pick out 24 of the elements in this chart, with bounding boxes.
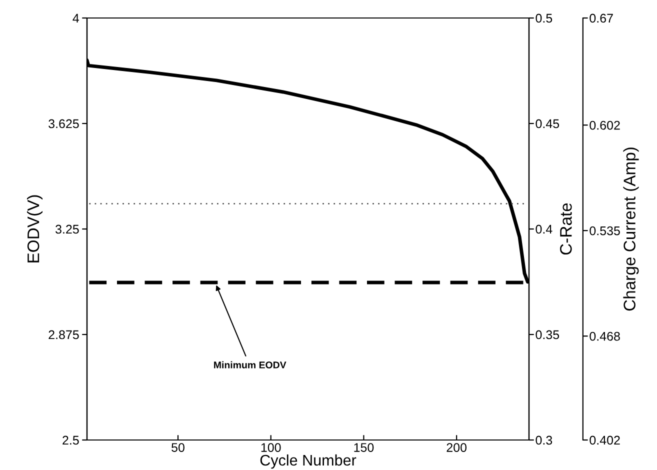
y-tick-label: 2.875 <box>48 330 79 340</box>
y3-tick-label: 0.402 <box>590 436 620 445</box>
y3-tick-label: 0.535 <box>590 226 620 236</box>
y2-axis-title: C-Rate <box>560 203 572 255</box>
y2-tick-label: 0.45 <box>536 119 560 128</box>
y3-tick-label: 0.602 <box>590 120 620 130</box>
x-axis-title: Cycle Number <box>260 454 356 469</box>
y-tick-label: 4 <box>72 14 79 23</box>
x-tick-label: 50 <box>172 443 184 452</box>
annotation: Minimum EODV <box>214 361 286 368</box>
y2-tick-label: 0.3 <box>536 436 552 445</box>
y-tick-label: 3.25 <box>56 224 79 234</box>
x-tick-label: 200 <box>446 443 467 452</box>
y3-tick-label: 0.468 <box>590 332 620 341</box>
y3-tick-label: 0.67 <box>590 14 613 23</box>
y-tick-label: 2.5 <box>62 436 79 445</box>
y2-tick-label: 0.4 <box>536 224 552 234</box>
y2-tick-label: 0.35 <box>536 330 560 340</box>
y-tick-label: 3.625 <box>48 119 79 128</box>
x-tick-label: 100 <box>261 443 281 452</box>
x-tick-label: 150 <box>354 443 374 452</box>
y3-axis-title: Charge Current (Amp) <box>623 148 639 311</box>
y2-tick-label: 0.5 <box>536 14 552 23</box>
y-axis-title: EODV(V) <box>26 195 43 262</box>
